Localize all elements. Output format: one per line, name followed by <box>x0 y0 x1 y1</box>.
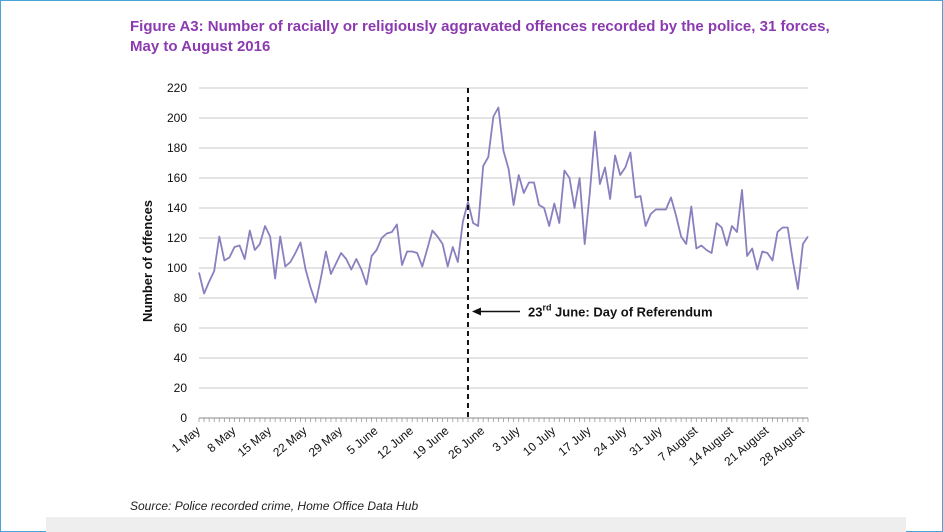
y-tick-label: 0 <box>180 411 187 425</box>
x-tick-label: 26 June <box>445 423 487 461</box>
y-tick-label: 220 <box>167 81 187 95</box>
gridlines <box>199 87 808 389</box>
arrow-head <box>471 307 481 316</box>
x-tick-label: 24 July <box>591 424 629 459</box>
y-tick-label: 140 <box>167 201 187 215</box>
y-tick-label: 40 <box>174 351 188 365</box>
y-tick-label: 200 <box>167 111 187 125</box>
y-axis-title: Number of offences <box>140 200 155 322</box>
x-tick-label: 3 July <box>490 424 523 455</box>
x-tick-label: 8 May <box>204 424 238 456</box>
y-tick-label: 120 <box>167 231 187 245</box>
bottom-strip <box>46 517 906 532</box>
x-tick-label: 12 June <box>374 423 416 461</box>
annotation-label: 23rd June: Day of Referendum <box>528 303 713 320</box>
x-tick-label: 17 July <box>556 424 594 459</box>
y-tick-label: 100 <box>167 261 187 275</box>
y-tick-label: 80 <box>174 291 188 305</box>
y-tick-label: 160 <box>167 171 187 185</box>
x-tick-label: 29 May <box>306 424 345 460</box>
y-tick-label: 180 <box>167 141 187 155</box>
x-tick-label: 1 May <box>169 424 203 456</box>
y-tick-label: 60 <box>174 321 188 335</box>
annotations: 23rd June: Day of Referendum <box>466 88 713 418</box>
x-tick-label: 22 May <box>270 424 309 460</box>
series-group <box>198 106 809 304</box>
chart-title: Figure A3: Number of racially or religio… <box>130 18 830 55</box>
x-tick-label: 10 July <box>520 424 558 459</box>
y-tick-label: 20 <box>174 381 188 395</box>
series-line <box>198 106 809 304</box>
x-tick-label: 15 May <box>235 424 274 460</box>
source-note: Source: Police recorded crime, Home Offi… <box>130 499 419 513</box>
y-axis-ticks: 0 20 40 60 80 100 120 140 160 180 200 220 <box>167 81 187 425</box>
x-tick-label: 19 June <box>410 423 452 461</box>
